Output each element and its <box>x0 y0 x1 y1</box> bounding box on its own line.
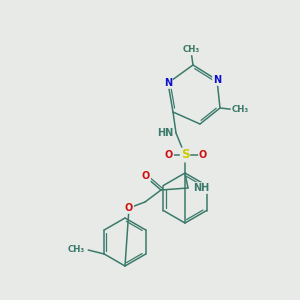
Text: N: N <box>213 75 221 85</box>
Text: O: O <box>142 171 150 181</box>
Text: CH₃: CH₃ <box>68 244 85 253</box>
Text: NH: NH <box>193 183 209 193</box>
Text: CH₃: CH₃ <box>182 46 200 55</box>
Text: O: O <box>199 150 207 160</box>
Text: HN: HN <box>157 128 173 138</box>
Text: N: N <box>164 78 172 88</box>
Text: CH₃: CH₃ <box>231 106 249 115</box>
Text: S: S <box>181 148 189 161</box>
Text: O: O <box>165 150 173 160</box>
Text: O: O <box>125 203 133 213</box>
